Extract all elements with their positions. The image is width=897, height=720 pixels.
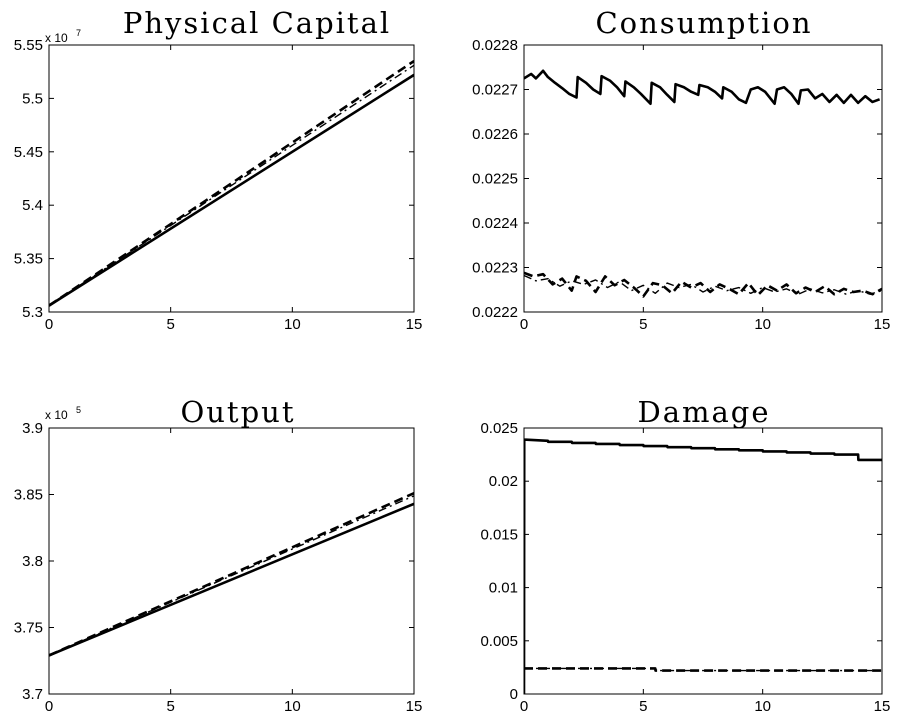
x-tick-label: 10 xyxy=(754,316,771,333)
y-tick-label: 5.4 xyxy=(22,197,43,214)
series-line-dashed xyxy=(524,271,882,298)
series-line-dashed xyxy=(49,491,414,657)
physical-capital-chart: Physical Capital x 10 7 0 5 10 15 5.3 5.35 5.4… xyxy=(14,6,423,333)
series-line-dashdot xyxy=(49,495,414,657)
y-tick-label: 0.0226 xyxy=(472,126,518,143)
plot-frame xyxy=(48,44,415,313)
y-tick-label: 5.45 xyxy=(14,144,43,161)
y-tick-label: 5.3 xyxy=(22,304,43,321)
y-tick-label: 3.8 xyxy=(22,553,43,570)
output-chart: Output x 10 5 0 5 10 15 3.7 3.75 3.8 3.85 3.9 xyxy=(14,395,423,715)
series-line-dashdot xyxy=(524,274,882,295)
x-tick-label: 10 xyxy=(284,698,301,715)
y-tick-label: 5.35 xyxy=(14,251,43,268)
y-tick-label: 0.0227 xyxy=(472,82,518,99)
plot-frame xyxy=(523,427,883,695)
y-tick-label: 0.0222 xyxy=(472,304,518,321)
chart-title: Damage xyxy=(637,395,770,429)
x-tick-label: 5 xyxy=(166,698,174,715)
x-tick-label: 10 xyxy=(284,316,301,333)
y-tick-label: 0.0223 xyxy=(472,260,518,277)
x-tick-label: 0 xyxy=(45,316,53,333)
plot-frame xyxy=(523,44,883,313)
chart-title: Physical Capital xyxy=(123,6,391,40)
y-tick-label: 0.0225 xyxy=(472,171,518,188)
x-tick-label: 5 xyxy=(639,698,647,715)
y-axis-multiplier-exponent: 7 xyxy=(76,28,81,38)
x-tick-label: 15 xyxy=(874,698,891,715)
y-tick-label: 0 xyxy=(510,686,518,703)
x-tick-label: 15 xyxy=(874,316,891,333)
plot-area xyxy=(523,44,883,313)
series-line-solid xyxy=(524,69,881,106)
y-tick-label: 3.75 xyxy=(14,620,43,637)
y-tick-label: 0.015 xyxy=(480,526,518,543)
y-tick-label: 0.005 xyxy=(480,633,518,650)
y-tick-label: 0.025 xyxy=(480,420,518,437)
series-line-dashdot xyxy=(49,64,414,307)
series-line-dashdot xyxy=(524,667,882,672)
x-tick-label: 0 xyxy=(45,698,53,715)
y-tick-label: 0.0228 xyxy=(472,37,518,54)
y-tick-label: 5.55 xyxy=(14,37,43,54)
x-tick-label: 5 xyxy=(639,316,647,333)
y-axis-multiplier: x 10 xyxy=(45,31,68,45)
plot-frame xyxy=(48,427,415,695)
plot-area xyxy=(48,427,415,695)
damage-chart: Damage 0 5 10 15 0 0.005 0.01 0.015 0.02 0.025 xyxy=(480,395,890,715)
x-tick-label: 15 xyxy=(406,698,423,715)
y-tick-label: 0.02 xyxy=(489,473,518,490)
chart-title: Consumption xyxy=(595,6,812,40)
y-tick-label: 5.5 xyxy=(22,90,43,107)
series-line-solid xyxy=(49,502,414,657)
x-tick-label: 15 xyxy=(406,316,423,333)
consumption-chart: Consumption 0 5 10 15 0.0222 0.0223 0.0224 0.02… xyxy=(472,6,890,333)
y-axis-multiplier: x 10 xyxy=(45,408,68,422)
x-tick-label: 5 xyxy=(166,316,174,333)
y-tick-label: 3.85 xyxy=(14,487,43,504)
y-tick-label: 3.9 xyxy=(22,420,43,437)
x-tick-label: 10 xyxy=(754,698,771,715)
x-tick-label: 0 xyxy=(520,316,528,333)
y-tick-label: 0.0224 xyxy=(472,215,518,232)
series-line-solid xyxy=(524,438,882,694)
y-tick-label: 3.7 xyxy=(22,686,43,703)
plot-area xyxy=(523,427,883,695)
y-tick-label: 0.01 xyxy=(489,580,518,597)
series-line-solid xyxy=(49,73,414,307)
x-tick-label: 0 xyxy=(520,698,528,715)
y-axis-multiplier-exponent: 5 xyxy=(76,405,81,415)
chart-title: Output xyxy=(180,395,295,429)
